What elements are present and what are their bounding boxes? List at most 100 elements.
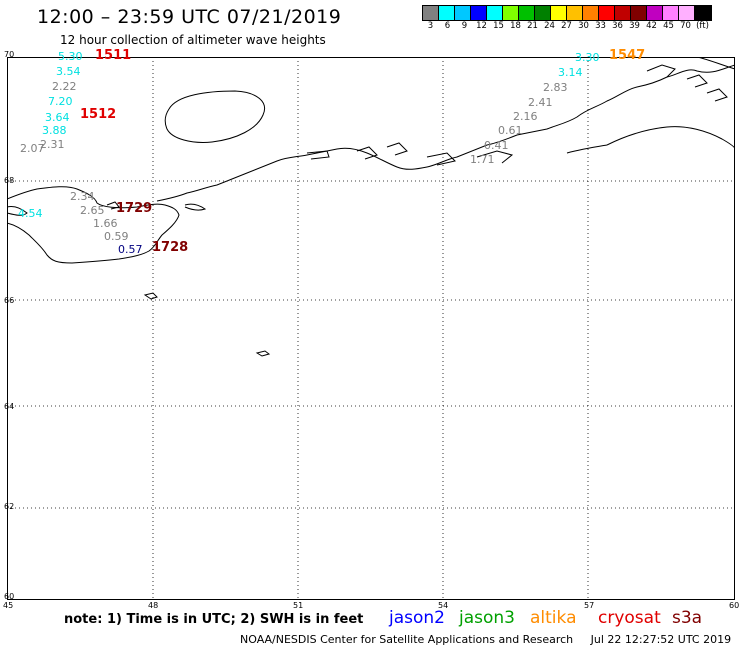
color-scale-ticks: 3 6 9 12 15 18 21 24 27 30 33 36 39 42 45 70 (ft) [422, 21, 711, 31]
legend-swatch [423, 6, 439, 20]
legend-tick-label: 42 [646, 21, 657, 31]
legend-tick-label: 24 [544, 21, 555, 31]
wave-height-value: 3.64 [45, 111, 70, 124]
legend-swatch [647, 6, 663, 20]
wave-height-value: 1.71 [470, 153, 495, 166]
satellite-key-s3a: s3a [672, 608, 703, 628]
wave-height-value: 0.57 [118, 243, 143, 256]
credit-text: NOAA/NESDIS Center for Satellite Applica… [240, 633, 574, 646]
coastlines [7, 57, 735, 357]
legend-swatch [471, 6, 487, 20]
legend-tick-label: 15 [493, 21, 504, 31]
legend-swatch [519, 6, 535, 20]
legend-swatch [535, 6, 551, 20]
wave-height-value: 7.20 [48, 95, 73, 108]
wave-height-value: 3.54 [56, 65, 81, 78]
legend-tick-label: 9 [461, 21, 468, 31]
legend-tick-label: 21 [527, 21, 538, 31]
lon-label: 51 [293, 601, 304, 610]
legend-swatch [695, 6, 711, 20]
lon-label: 48 [148, 601, 159, 610]
legend-swatch [567, 6, 583, 20]
wave-height-value: 2.65 [80, 204, 105, 217]
small-island-65 [255, 350, 271, 357]
legend-tick-label: 45 [663, 21, 674, 31]
island-coastline [164, 90, 265, 143]
map-subtitle: 12 hour collection of altimeter wave hei… [60, 33, 326, 47]
legend-swatch [663, 6, 679, 20]
pass-time-label: 1511 [95, 48, 132, 63]
footnote: note: 1) Time is in UTC; 2) SWH is in fe… [64, 612, 364, 627]
wave-height-value: 2.16 [513, 110, 538, 123]
legend-swatch [455, 6, 471, 20]
footer-credit: NOAA/NESDIS Center for Satellite Applica… [240, 633, 731, 646]
legend-tick-label: 12 [476, 21, 487, 31]
wave-height-value: 2.83 [543, 81, 568, 94]
pass-time-label: 1547 [609, 48, 646, 63]
wave-height-value: 5.30 [58, 50, 83, 63]
wave-height-value: 0.61 [498, 124, 523, 137]
legend-tick-label: 70 [680, 21, 691, 31]
southwest-inlets [7, 201, 207, 216]
lon-grid [152, 57, 589, 600]
legend-swatch [551, 6, 567, 20]
color-scale-legend [422, 5, 712, 21]
map-frame [7, 57, 735, 600]
lat-grid [7, 180, 735, 509]
wave-height-value: 2.07 [20, 142, 45, 155]
wave-height-value: 0.41 [484, 139, 509, 152]
wave-height-value: 3.30 [575, 51, 600, 64]
legend-swatch [599, 6, 615, 20]
satellite-key-jason2: jason2 [389, 608, 445, 628]
northeast-shelf [566, 126, 735, 154]
legend-tick-label: 36 [612, 21, 623, 31]
legend-swatch [631, 6, 647, 20]
wave-height-value: 3.14 [558, 66, 583, 79]
legend-swatch [439, 6, 455, 20]
northeast-coastline [156, 57, 735, 202]
lon-label: 45 [3, 601, 14, 610]
wave-height-value: 1.66 [93, 217, 118, 230]
lon-label: 54 [438, 601, 449, 610]
lat-label: 64 [4, 402, 15, 411]
wave-height-value: 2.34 [70, 190, 95, 203]
legend-swatch [487, 6, 503, 20]
map-area [7, 57, 735, 600]
wave-height-value: 0.59 [104, 230, 129, 243]
satellite-key-altika: altika [530, 608, 577, 628]
generated-timestamp: Jul 22 12:27:52 UTC 2019 [590, 633, 732, 646]
lon-label: 60 [729, 601, 740, 610]
lat-label: 68 [4, 176, 15, 185]
pass-time-label: 1728 [152, 240, 189, 255]
lat-label: 70 [4, 50, 15, 59]
legend-tick-label: 30 [578, 21, 589, 31]
legend-tick-label: 39 [629, 21, 640, 31]
wave-height-value: 2.31 [40, 138, 65, 151]
wave-height-value: 3.88 [42, 124, 67, 137]
lon-label: 57 [584, 601, 595, 610]
southwest-coastline [7, 186, 180, 264]
legend-swatch [583, 6, 599, 20]
pass-time-label: 1512 [80, 107, 117, 122]
legend-swatch [503, 6, 519, 20]
legend-swatch [615, 6, 631, 20]
legend-tick-label: 6 [444, 21, 451, 31]
lat-label: 60 [4, 592, 15, 601]
legend-tick-label: (ft) [696, 21, 709, 31]
wave-height-value: 2.22 [52, 80, 77, 93]
legend-tick-label: 27 [561, 21, 572, 31]
legend-swatch [679, 6, 695, 20]
lat-label: 62 [4, 502, 15, 511]
wave-height-value: 4.54 [18, 207, 43, 220]
wave-height-value: 2.41 [528, 96, 553, 109]
legend-tick-label: 18 [510, 21, 521, 31]
northeast-inlets [306, 64, 728, 166]
pass-time-label: 1729 [116, 201, 153, 216]
satellite-key-jason3: jason3 [459, 608, 515, 628]
legend-tick-label: 33 [595, 21, 606, 31]
small-island-66 [143, 292, 158, 300]
satellite-key-cryosat: cryosat [598, 608, 661, 628]
lat-label: 66 [4, 296, 15, 305]
map-title: 12:00 – 23:59 UTC 07/21/2019 [37, 6, 342, 28]
legend-tick-label: 3 [427, 21, 434, 31]
